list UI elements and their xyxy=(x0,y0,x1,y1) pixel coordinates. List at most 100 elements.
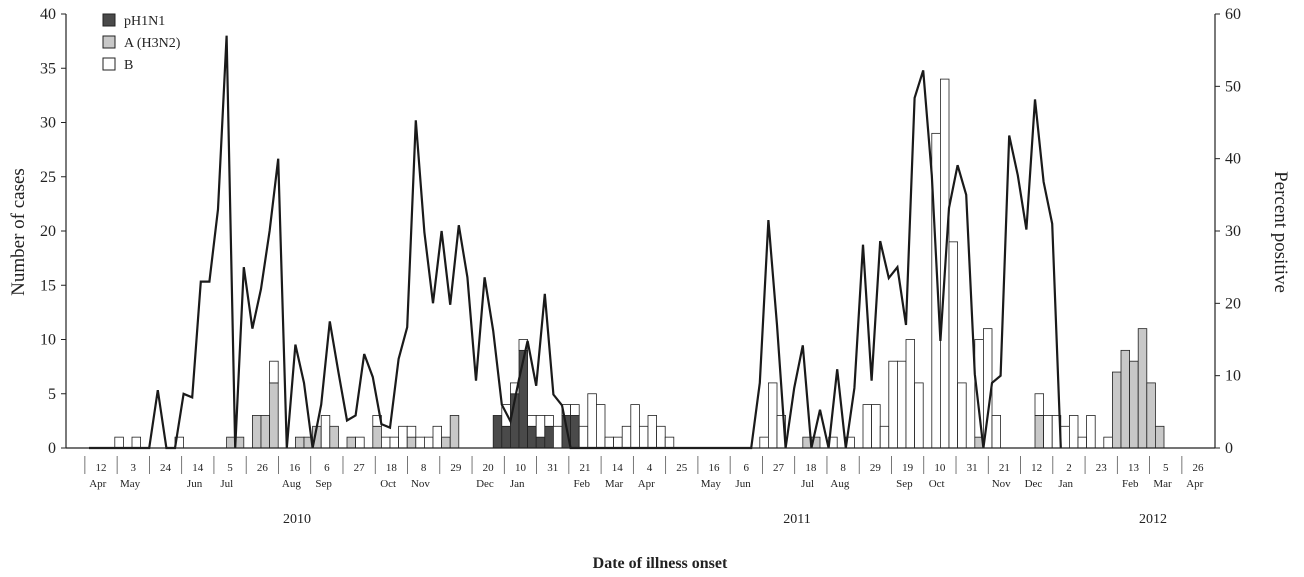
date-day-label: 4 xyxy=(647,462,653,474)
bar-h3n2 xyxy=(269,382,279,449)
bar-b xyxy=(957,382,967,449)
y2-tick-label: 50 xyxy=(1225,78,1241,95)
axes: 0 5 10 15 20 25 30 35 40 0 10 20 30 40 50 60 xyxy=(40,6,1241,457)
date-day-label: 19 xyxy=(902,462,914,474)
date-month-label: Jan xyxy=(1058,478,1073,490)
bar-h3n2 xyxy=(406,436,417,449)
date-day-label: 26 xyxy=(257,462,269,474)
date-month-label: Oct xyxy=(929,478,945,490)
bar-b xyxy=(389,436,400,449)
date-month-label: Dec xyxy=(476,478,494,490)
bar-b xyxy=(535,415,546,438)
bar-b xyxy=(768,382,778,449)
bar-b xyxy=(639,425,649,449)
bar-h3n2 xyxy=(294,436,305,449)
date-day-label: 12 xyxy=(1031,462,1042,474)
date-month-label: Aug xyxy=(830,478,849,490)
bar-h3n2 xyxy=(1129,360,1139,449)
date-day-label: 2 xyxy=(1066,462,1072,474)
legend-label: A (H3N2) xyxy=(124,36,181,51)
bar-b xyxy=(1069,415,1079,449)
bar-h3n2 xyxy=(1137,328,1148,449)
y2-tick-label: 20 xyxy=(1225,295,1241,312)
date-month-label: Jan xyxy=(510,478,525,490)
bar-ph1n1 xyxy=(535,436,546,449)
bar-h3n2 xyxy=(1155,425,1165,449)
bar-b xyxy=(862,404,873,449)
bar-h3n2 xyxy=(372,425,382,449)
date-month-label: Jun xyxy=(735,478,751,490)
bar-b xyxy=(621,425,632,449)
bar-b xyxy=(914,382,924,449)
bar-b xyxy=(1043,415,1053,449)
bar-b xyxy=(269,360,279,384)
date-day-label: 12 xyxy=(96,462,107,474)
date-day-label: 14 xyxy=(192,462,204,474)
legend-label: pH1N1 xyxy=(124,14,165,29)
y-tick-label: 40 xyxy=(40,6,56,23)
bar-b xyxy=(1077,436,1088,449)
date-day-label: 8 xyxy=(421,462,427,474)
date-day-label: 6 xyxy=(324,462,330,474)
bar-b xyxy=(570,404,580,416)
y-tick-label: 25 xyxy=(40,169,56,186)
date-month-label: Feb xyxy=(1122,478,1139,490)
y2-axis-title: Percent positive xyxy=(1270,171,1291,293)
bar-b xyxy=(1034,393,1045,416)
bar-b xyxy=(544,415,554,427)
date-day-label: 8 xyxy=(840,462,846,474)
bar-ph1n1 xyxy=(492,415,503,449)
bar-series xyxy=(114,78,1165,449)
bar-h3n2 xyxy=(260,415,271,449)
y2-tick-label: 60 xyxy=(1225,6,1241,23)
y2-tick-label: 40 xyxy=(1225,151,1241,168)
date-month-label: Jul xyxy=(801,478,814,490)
date-month-label: Jul xyxy=(220,478,233,490)
bar-b xyxy=(423,436,434,449)
bar-ph1n1 xyxy=(527,425,537,449)
date-day-label: 18 xyxy=(805,462,817,474)
bar-b xyxy=(578,425,589,449)
bar-b xyxy=(527,415,537,427)
date-day-label: 3 xyxy=(131,462,137,474)
legend-swatch xyxy=(102,57,116,71)
date-month-label: Jun xyxy=(187,478,203,490)
bar-b xyxy=(604,436,615,449)
date-day-label: 21 xyxy=(579,462,590,474)
bar-b xyxy=(879,425,890,449)
date-day-label: 20 xyxy=(483,462,495,474)
date-day-label: 25 xyxy=(676,462,688,474)
y2-tick-label: 30 xyxy=(1225,223,1241,240)
date-month-label: Nov xyxy=(992,478,1011,490)
bar-h3n2 xyxy=(1112,371,1122,449)
bar-b xyxy=(553,425,563,449)
date-day-label: 10 xyxy=(934,462,946,474)
y-tick-label: 30 xyxy=(40,115,56,132)
date-day-label: 29 xyxy=(870,462,882,474)
date-day-label: 10 xyxy=(515,462,527,474)
bar-b xyxy=(596,404,606,449)
bar-b xyxy=(871,404,881,449)
bar-h3n2 xyxy=(1034,415,1045,449)
date-day-label: 6 xyxy=(744,462,750,474)
date-day-label: 5 xyxy=(227,462,233,474)
bar-ph1n1 xyxy=(544,425,554,449)
bar-b xyxy=(759,436,769,449)
date-month-label: Sep xyxy=(896,478,913,490)
date-day-label: 23 xyxy=(1096,462,1108,474)
bar-b xyxy=(948,241,959,449)
date-day-label: 31 xyxy=(547,462,558,474)
y2-tick-label: 0 xyxy=(1225,440,1233,457)
bar-b xyxy=(991,415,1002,449)
y-axis-title: Number of cases xyxy=(8,168,29,296)
y-tick-label: 20 xyxy=(40,223,56,240)
date-day-label: 26 xyxy=(1193,462,1205,474)
bar-b xyxy=(355,436,365,449)
date-month-label: Mar xyxy=(605,478,624,490)
bar-b xyxy=(630,404,640,449)
date-month-label: May xyxy=(120,478,141,490)
bar-h3n2 xyxy=(346,436,357,449)
date-month-label: Apr xyxy=(638,478,655,490)
bar-b xyxy=(415,436,425,449)
